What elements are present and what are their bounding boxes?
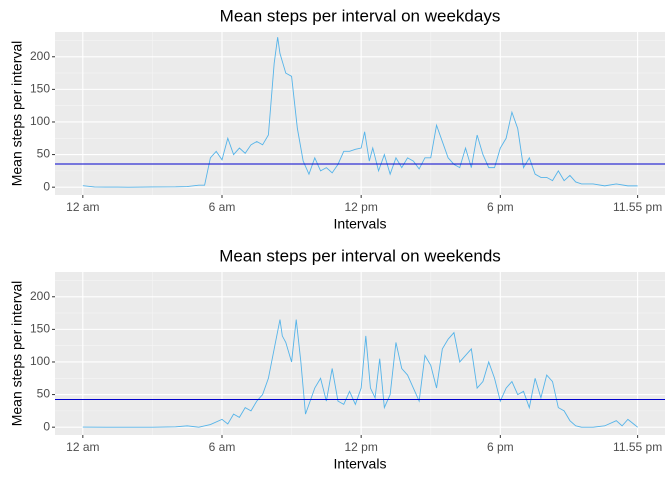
x-tick-label: 6 pm <box>487 440 514 454</box>
x-tick-label: 12 pm <box>344 200 377 214</box>
x-axis-label: Intervals <box>334 216 387 232</box>
x-tick-label: 6 pm <box>487 200 514 214</box>
y-tick-label: 0 <box>43 419 50 433</box>
y-tick-label: 200 <box>30 289 50 303</box>
x-tick-label: 12 am <box>66 200 99 214</box>
x-tick-label: 6 am <box>209 440 236 454</box>
y-tick-label: 100 <box>30 114 50 128</box>
x-axis-label: Intervals <box>334 456 387 472</box>
panel-background <box>55 32 665 195</box>
y-tick-label: 50 <box>37 147 51 161</box>
y-axis-label: Mean steps per interval <box>9 41 25 187</box>
y-tick-label: 150 <box>30 322 50 336</box>
y-tick-label: 150 <box>30 82 50 96</box>
y-tick-label: 0 <box>43 179 50 193</box>
y-tick-label: 200 <box>30 49 50 63</box>
y-axis-label: Mean steps per interval <box>9 281 25 427</box>
data-line <box>82 319 638 428</box>
x-tick-label: 11.55 pm <box>613 200 662 214</box>
panel-background <box>55 272 665 435</box>
y-tick-label: 50 <box>37 387 51 401</box>
data-line <box>82 37 638 188</box>
x-tick-label: 12 pm <box>344 440 377 454</box>
chart-title: Mean steps per interval on weekends <box>219 246 501 265</box>
x-tick-label: 12 am <box>66 440 99 454</box>
x-tick-label: 11.55 pm <box>613 440 662 454</box>
x-tick-label: 6 am <box>209 200 236 214</box>
chart-title: Mean steps per interval on weekdays <box>220 6 501 25</box>
y-tick-label: 100 <box>30 354 50 368</box>
